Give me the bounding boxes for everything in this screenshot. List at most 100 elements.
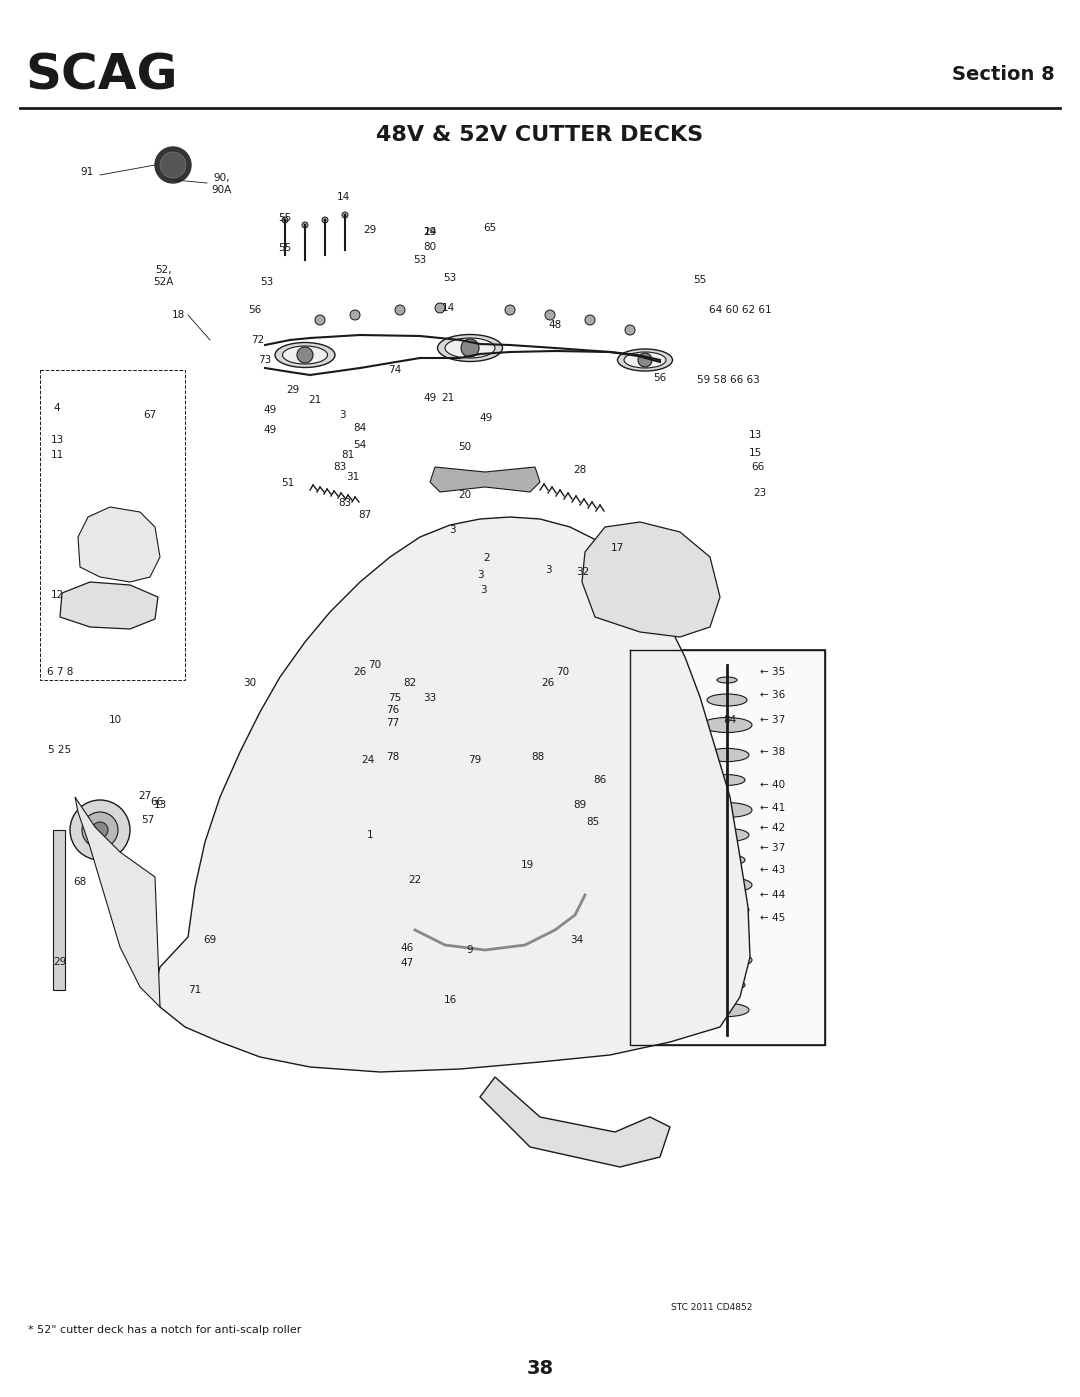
Circle shape [160,152,186,177]
Text: 31: 31 [347,472,360,482]
Polygon shape [156,517,750,1071]
Ellipse shape [445,338,495,358]
Ellipse shape [707,929,747,942]
Text: 90A: 90A [212,184,232,196]
Text: 46: 46 [401,943,414,953]
Text: 26: 26 [353,666,366,678]
Text: ← 41: ← 41 [760,803,785,813]
Text: 49: 49 [423,393,436,402]
Circle shape [82,812,118,848]
Polygon shape [582,522,720,637]
Text: 50: 50 [458,441,472,453]
Text: 83: 83 [334,462,347,472]
Text: 56: 56 [248,305,261,314]
Text: ← 43: ← 43 [760,865,785,875]
Text: 3: 3 [480,585,486,595]
Text: 6 7 8: 6 7 8 [46,666,73,678]
Circle shape [342,212,348,218]
Text: 48V & 52V CUTTER DECKS: 48V & 52V CUTTER DECKS [377,124,703,145]
Text: ← 45: ← 45 [760,914,785,923]
Bar [630,650,825,1045]
Polygon shape [78,507,160,583]
Text: 21: 21 [442,393,455,402]
Circle shape [585,314,595,326]
Text: 77: 77 [387,718,400,728]
Text: 22: 22 [408,875,421,886]
Text: ← 36: ← 36 [760,690,785,700]
Text: * 52" cutter deck has a notch for anti-scalp roller: * 52" cutter deck has a notch for anti-s… [28,1324,301,1336]
Text: 75: 75 [389,693,402,703]
Ellipse shape [707,694,747,705]
Text: 1: 1 [367,830,374,840]
Ellipse shape [624,352,666,367]
Text: 67: 67 [144,409,157,420]
Text: 88: 88 [531,752,544,761]
Ellipse shape [435,705,505,735]
Text: 57: 57 [141,814,154,826]
Text: ← 38: ← 38 [760,747,785,757]
Text: 3: 3 [476,570,484,580]
Text: 74: 74 [389,365,402,374]
Ellipse shape [705,1003,750,1017]
Text: 56: 56 [653,373,666,383]
Polygon shape [480,1077,670,1166]
Text: 24: 24 [362,754,375,766]
Text: 55: 55 [279,243,292,253]
Text: 66: 66 [752,462,765,472]
Text: 85: 85 [586,817,599,827]
Text: 17: 17 [610,543,623,553]
Text: 29: 29 [53,957,67,967]
Circle shape [302,222,308,228]
Text: ← 42: ← 42 [760,823,785,833]
Text: ← 35: ← 35 [760,666,785,678]
Text: 32: 32 [577,567,590,577]
Ellipse shape [618,349,673,372]
Text: 3: 3 [448,525,456,535]
Text: 76: 76 [387,705,400,715]
Text: 49: 49 [264,405,276,415]
Text: 52A: 52A [152,277,173,286]
Text: 3: 3 [339,409,346,420]
Text: ← 37: ← 37 [760,842,785,854]
Ellipse shape [702,802,752,817]
Text: 68: 68 [73,877,86,887]
Circle shape [625,326,635,335]
Text: 29: 29 [363,225,377,235]
Text: 5 25: 5 25 [49,745,71,754]
Text: 19: 19 [521,861,534,870]
Text: 23: 23 [754,488,767,497]
Ellipse shape [717,678,737,683]
Text: 72: 72 [252,335,265,345]
Text: 12: 12 [51,590,64,599]
Text: 59 58 66 63: 59 58 66 63 [697,374,759,386]
Circle shape [476,861,494,879]
Ellipse shape [702,953,752,968]
Text: 13: 13 [51,434,64,446]
Text: 84: 84 [724,715,737,725]
Text: 18: 18 [172,310,185,320]
Ellipse shape [708,979,745,990]
Text: 20: 20 [458,490,472,500]
Ellipse shape [275,342,335,367]
Text: 33: 33 [423,693,436,703]
Circle shape [435,303,445,313]
Circle shape [293,718,318,742]
Circle shape [638,353,652,367]
Circle shape [70,800,130,861]
Circle shape [350,310,360,320]
Text: 34: 34 [570,935,583,944]
Text: 3: 3 [544,564,551,576]
Text: 29: 29 [423,226,436,237]
Circle shape [297,346,313,363]
Circle shape [545,310,555,320]
Circle shape [156,147,191,183]
Ellipse shape [705,904,750,916]
Circle shape [92,821,108,838]
Ellipse shape [270,715,340,745]
Text: 14: 14 [423,226,436,237]
Text: 16: 16 [444,995,457,1004]
Text: 4: 4 [54,402,60,414]
Polygon shape [75,798,160,1007]
Text: 28: 28 [573,465,586,475]
Text: 30: 30 [243,678,257,687]
